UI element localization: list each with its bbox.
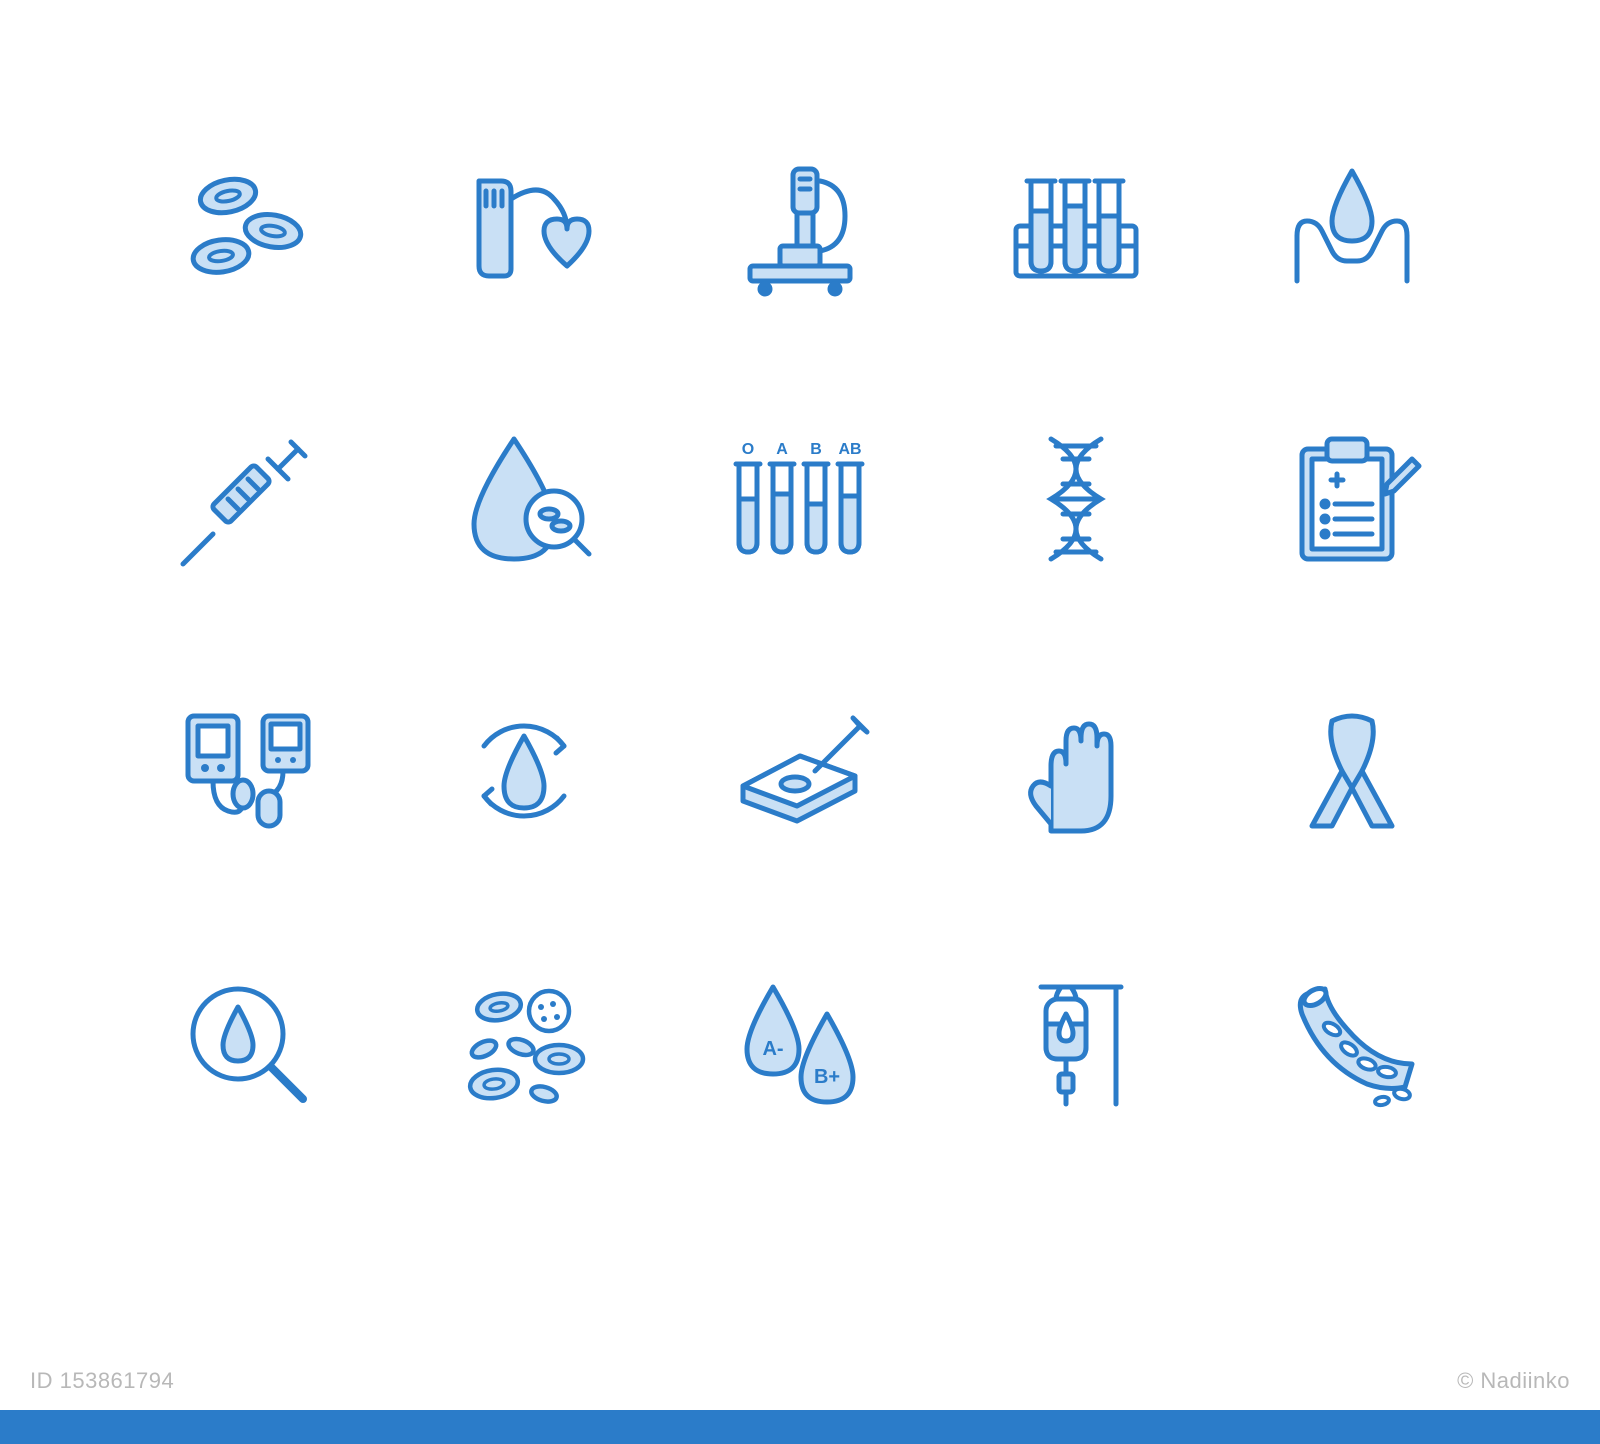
petri-dish-sample-icon: [702, 665, 898, 878]
hands-drop-icon: [1254, 120, 1450, 333]
watermark-author: © Nadiinko: [1457, 1368, 1570, 1394]
blood-cells-mixed-icon: [426, 938, 622, 1151]
tube-label-a: A: [776, 441, 788, 458]
watermark-id: ID 153861794: [30, 1368, 174, 1394]
clipboard-report-icon: [1254, 393, 1450, 606]
iv-drip-bag-icon: [978, 938, 1174, 1151]
microscope-icon: [702, 120, 898, 333]
watermark: ID 153861794 © Nadiinko: [0, 1368, 1600, 1394]
drop-label-b-plus: B+: [814, 1066, 840, 1088]
blood-type-tubes-icon: O A B AB: [702, 393, 898, 606]
blood-vessel-icon: [1254, 938, 1450, 1151]
blood-drop-analysis-icon: [426, 393, 622, 606]
drop-label-a-minus: A-: [762, 1038, 783, 1060]
dna-icon: [978, 393, 1174, 606]
bottom-bar: [0, 1410, 1600, 1444]
blood-donation-hand-heart-icon: [426, 120, 622, 333]
icon-grid: O A B AB: [0, 0, 1600, 1330]
blood-cycle-icon: [426, 665, 622, 878]
hand-icon: [978, 665, 1174, 878]
tube-label-o: O: [742, 441, 754, 458]
blood-cells-icon: [150, 120, 346, 333]
tube-label-ab: AB: [838, 441, 861, 458]
magnifier-drop-icon: [150, 938, 346, 1151]
awareness-ribbon-icon: [1254, 665, 1450, 878]
blood-type-drops-icon: A- B+: [702, 938, 898, 1151]
test-tubes-rack-icon: [978, 120, 1174, 333]
syringe-icon: [150, 393, 346, 606]
tube-label-b: B: [810, 441, 822, 458]
blood-pressure-monitor-icon: [150, 665, 346, 878]
